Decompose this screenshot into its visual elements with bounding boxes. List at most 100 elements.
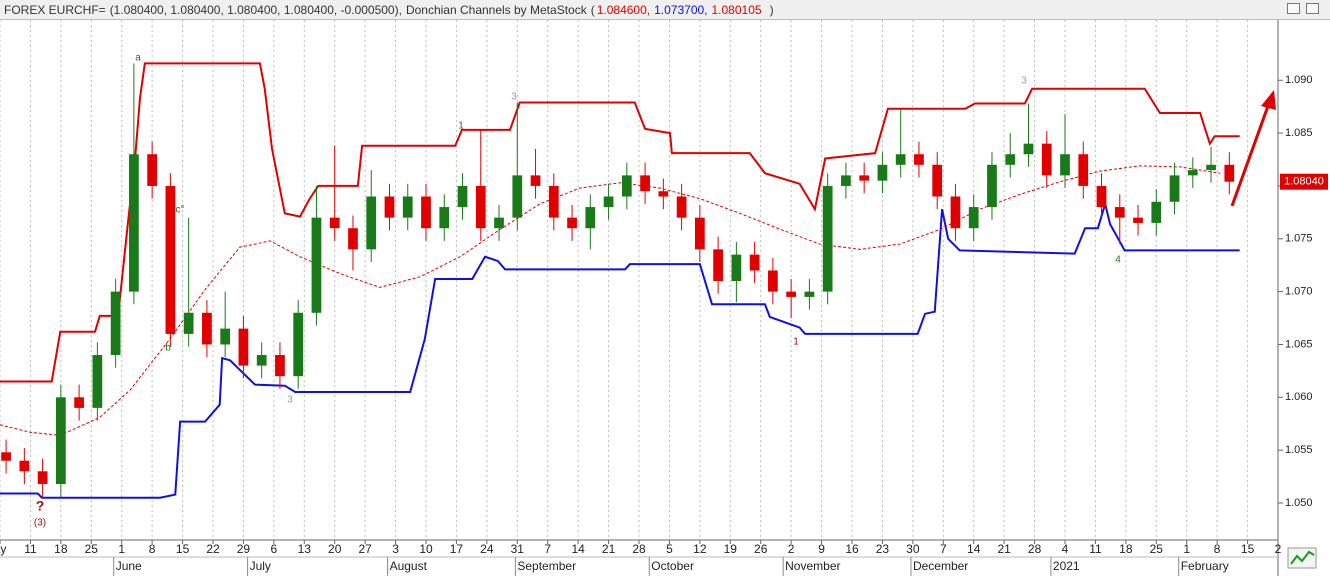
month-label: November	[785, 559, 840, 573]
y-tick-label: 1.055	[1285, 444, 1313, 456]
candle-body	[804, 291, 815, 297]
x-tick-label: 25	[85, 542, 99, 556]
candle-body	[1151, 201, 1162, 223]
candle-body	[329, 217, 340, 229]
candle-body	[92, 355, 103, 408]
y-tick-label: 1.090	[1285, 74, 1313, 86]
x-tick-label: 11	[24, 542, 37, 556]
candle-body	[1023, 143, 1034, 155]
x-tick-label: 15	[1241, 542, 1255, 556]
candle-body	[621, 175, 632, 197]
month-label: August	[390, 559, 428, 573]
x-tick-label: 21	[997, 542, 1011, 556]
paren: )	[769, 3, 774, 17]
candle-body	[457, 185, 468, 208]
x-tick-label: 3	[392, 542, 399, 556]
candle-body	[129, 154, 139, 292]
x-tick-label: 30	[906, 542, 920, 556]
candle-body	[1096, 185, 1107, 208]
candle-body	[786, 291, 797, 297]
x-tick-label: 2	[1275, 542, 1282, 556]
candle-body	[694, 217, 705, 250]
candle-body	[530, 175, 541, 186]
close-button[interactable]	[1306, 3, 1319, 14]
wave-label: ?	[36, 498, 45, 514]
candle-body	[877, 164, 888, 181]
y-tick-label: 1.050	[1285, 497, 1313, 509]
x-tick-label: 18	[54, 542, 68, 556]
candle-body	[987, 164, 997, 208]
candle-body	[950, 196, 961, 229]
candle-body	[585, 207, 596, 229]
x-tick-label: 21	[602, 542, 616, 556]
candle-body	[256, 355, 267, 366]
x-tick-label: 8	[1214, 542, 1221, 556]
candle-body	[749, 254, 760, 271]
x-tick-label: 27	[358, 542, 372, 556]
x-tick-label: 12	[693, 542, 707, 556]
candle-body	[311, 217, 322, 313]
x-tick-label: 15	[176, 542, 190, 556]
month-label: 2021	[1053, 559, 1080, 573]
candle-body	[275, 355, 285, 377]
wave-label: 4	[1115, 255, 1121, 266]
candle-body	[348, 228, 358, 250]
candle-body	[1, 452, 11, 461]
y-tick-label: 1.075	[1285, 233, 1313, 245]
x-tick-label: 23	[876, 542, 890, 556]
x-tick-label: 7	[544, 542, 551, 556]
x-tick-label: 6	[271, 542, 278, 556]
candle-body	[658, 191, 669, 197]
candle-body	[147, 154, 158, 186]
candle-body	[1169, 175, 1180, 202]
arrow	[1230, 90, 1276, 207]
candle-body	[494, 217, 504, 229]
indicator-values: 1.084600, 1.073700, 1.080105	[597, 3, 766, 17]
candle-body	[402, 196, 413, 218]
candle-body	[293, 312, 304, 377]
candle-body	[768, 270, 778, 292]
wave-label: (3)	[34, 518, 46, 529]
annotations: a b c° 3 1 3 1 3 4 ? (3)	[34, 53, 1121, 529]
wave-label: a	[135, 53, 141, 64]
x-tick-label: 26	[754, 542, 768, 556]
restore-button[interactable]	[1287, 3, 1300, 14]
month-label: July	[250, 559, 271, 573]
candle-body	[238, 328, 249, 366]
quote: (1.080400, 1.080400, 1.080400, 1.080400,…	[109, 3, 402, 17]
paren: (	[590, 3, 595, 17]
candle-body	[55, 397, 66, 484]
x-tick-label: ay	[0, 542, 6, 556]
y-tick-label: 1.065	[1285, 338, 1313, 350]
wave-label: 3	[287, 395, 293, 406]
chart-icon	[1287, 547, 1317, 569]
indicator: Donchian Channels by MetaStock	[405, 3, 587, 17]
x-tick-label: 5	[666, 542, 673, 556]
candle-body	[968, 207, 979, 229]
candle-body	[110, 291, 121, 356]
channel-line	[0, 62, 1240, 383]
month-label: September	[517, 559, 576, 573]
candle-body	[74, 397, 84, 408]
candle-body	[1005, 154, 1016, 165]
candle-body	[202, 312, 212, 345]
candle-body	[512, 175, 523, 218]
candle-body	[1187, 170, 1198, 176]
x-tick-label: 2	[788, 542, 795, 556]
month-label: June	[116, 559, 142, 573]
x-tick-label: 25	[1150, 542, 1164, 556]
candle-body	[1114, 207, 1125, 218]
candle-body	[676, 196, 687, 218]
x-tick-label: 13	[298, 542, 312, 556]
candle-body	[567, 217, 577, 229]
last-price-label: 1.08040	[1284, 176, 1324, 188]
candle-body	[1041, 143, 1052, 176]
y-tick-label: 1.085	[1285, 127, 1313, 139]
x-tick-label: 17	[450, 542, 464, 556]
x-tick-label: 16	[845, 542, 859, 556]
x-tick-label: 11	[1089, 542, 1102, 556]
wave-label: 3	[511, 92, 517, 103]
candle-body	[932, 164, 943, 197]
last-price-box	[1280, 173, 1328, 190]
